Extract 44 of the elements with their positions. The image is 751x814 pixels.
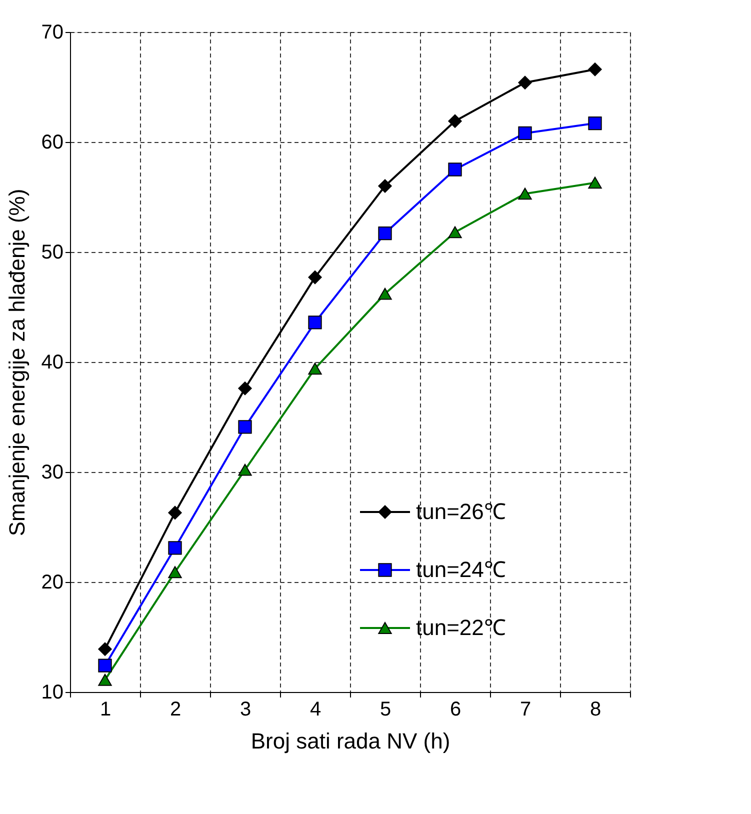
- point: [238, 382, 252, 396]
- point: [238, 464, 252, 476]
- x-axis-title: Broj sati rada NV (h): [250, 728, 450, 754]
- point: [98, 674, 112, 686]
- x-tick-label: 2: [170, 698, 182, 720]
- point: [238, 420, 252, 434]
- point: [518, 188, 532, 200]
- point: [448, 226, 462, 238]
- point: [168, 541, 182, 555]
- y-tick-label: 40: [41, 352, 64, 374]
- point: [308, 270, 322, 284]
- point: [448, 114, 462, 128]
- x-tick-label: 4: [310, 698, 322, 720]
- y-tick-label: 20: [41, 572, 64, 594]
- point: [378, 226, 392, 240]
- point: [518, 76, 532, 90]
- point: [378, 288, 392, 300]
- point: [308, 316, 322, 330]
- x-tick-label: 5: [380, 698, 392, 720]
- x-tick-label: 3: [240, 698, 252, 720]
- legend-label: tun=22℃: [416, 615, 506, 640]
- y-tick-label: 30: [41, 462, 64, 484]
- point: [378, 179, 392, 193]
- point: [168, 506, 182, 520]
- legend-label: tun=26℃: [416, 499, 506, 524]
- point: [98, 658, 112, 672]
- x-tick-label: 1: [100, 698, 112, 720]
- x-tick-label: 7: [520, 698, 532, 720]
- point: [98, 642, 112, 656]
- legend-label: tun=24℃: [416, 557, 506, 582]
- y-tick-label: 10: [41, 682, 64, 704]
- y-tick-label: 50: [41, 242, 64, 264]
- point: [448, 162, 462, 176]
- point: [168, 566, 182, 578]
- point: [588, 116, 602, 130]
- point: [308, 362, 322, 375]
- point: [588, 176, 602, 189]
- y-axis-title: Smanjenje energije za hlađenje (%): [4, 188, 30, 536]
- x-tick-label: 6: [450, 698, 462, 720]
- point: [588, 62, 602, 76]
- x-tick-label: 8: [590, 698, 602, 720]
- point: [518, 126, 532, 140]
- y-tick-label: 60: [41, 132, 64, 154]
- y-tick-label: 70: [41, 22, 64, 44]
